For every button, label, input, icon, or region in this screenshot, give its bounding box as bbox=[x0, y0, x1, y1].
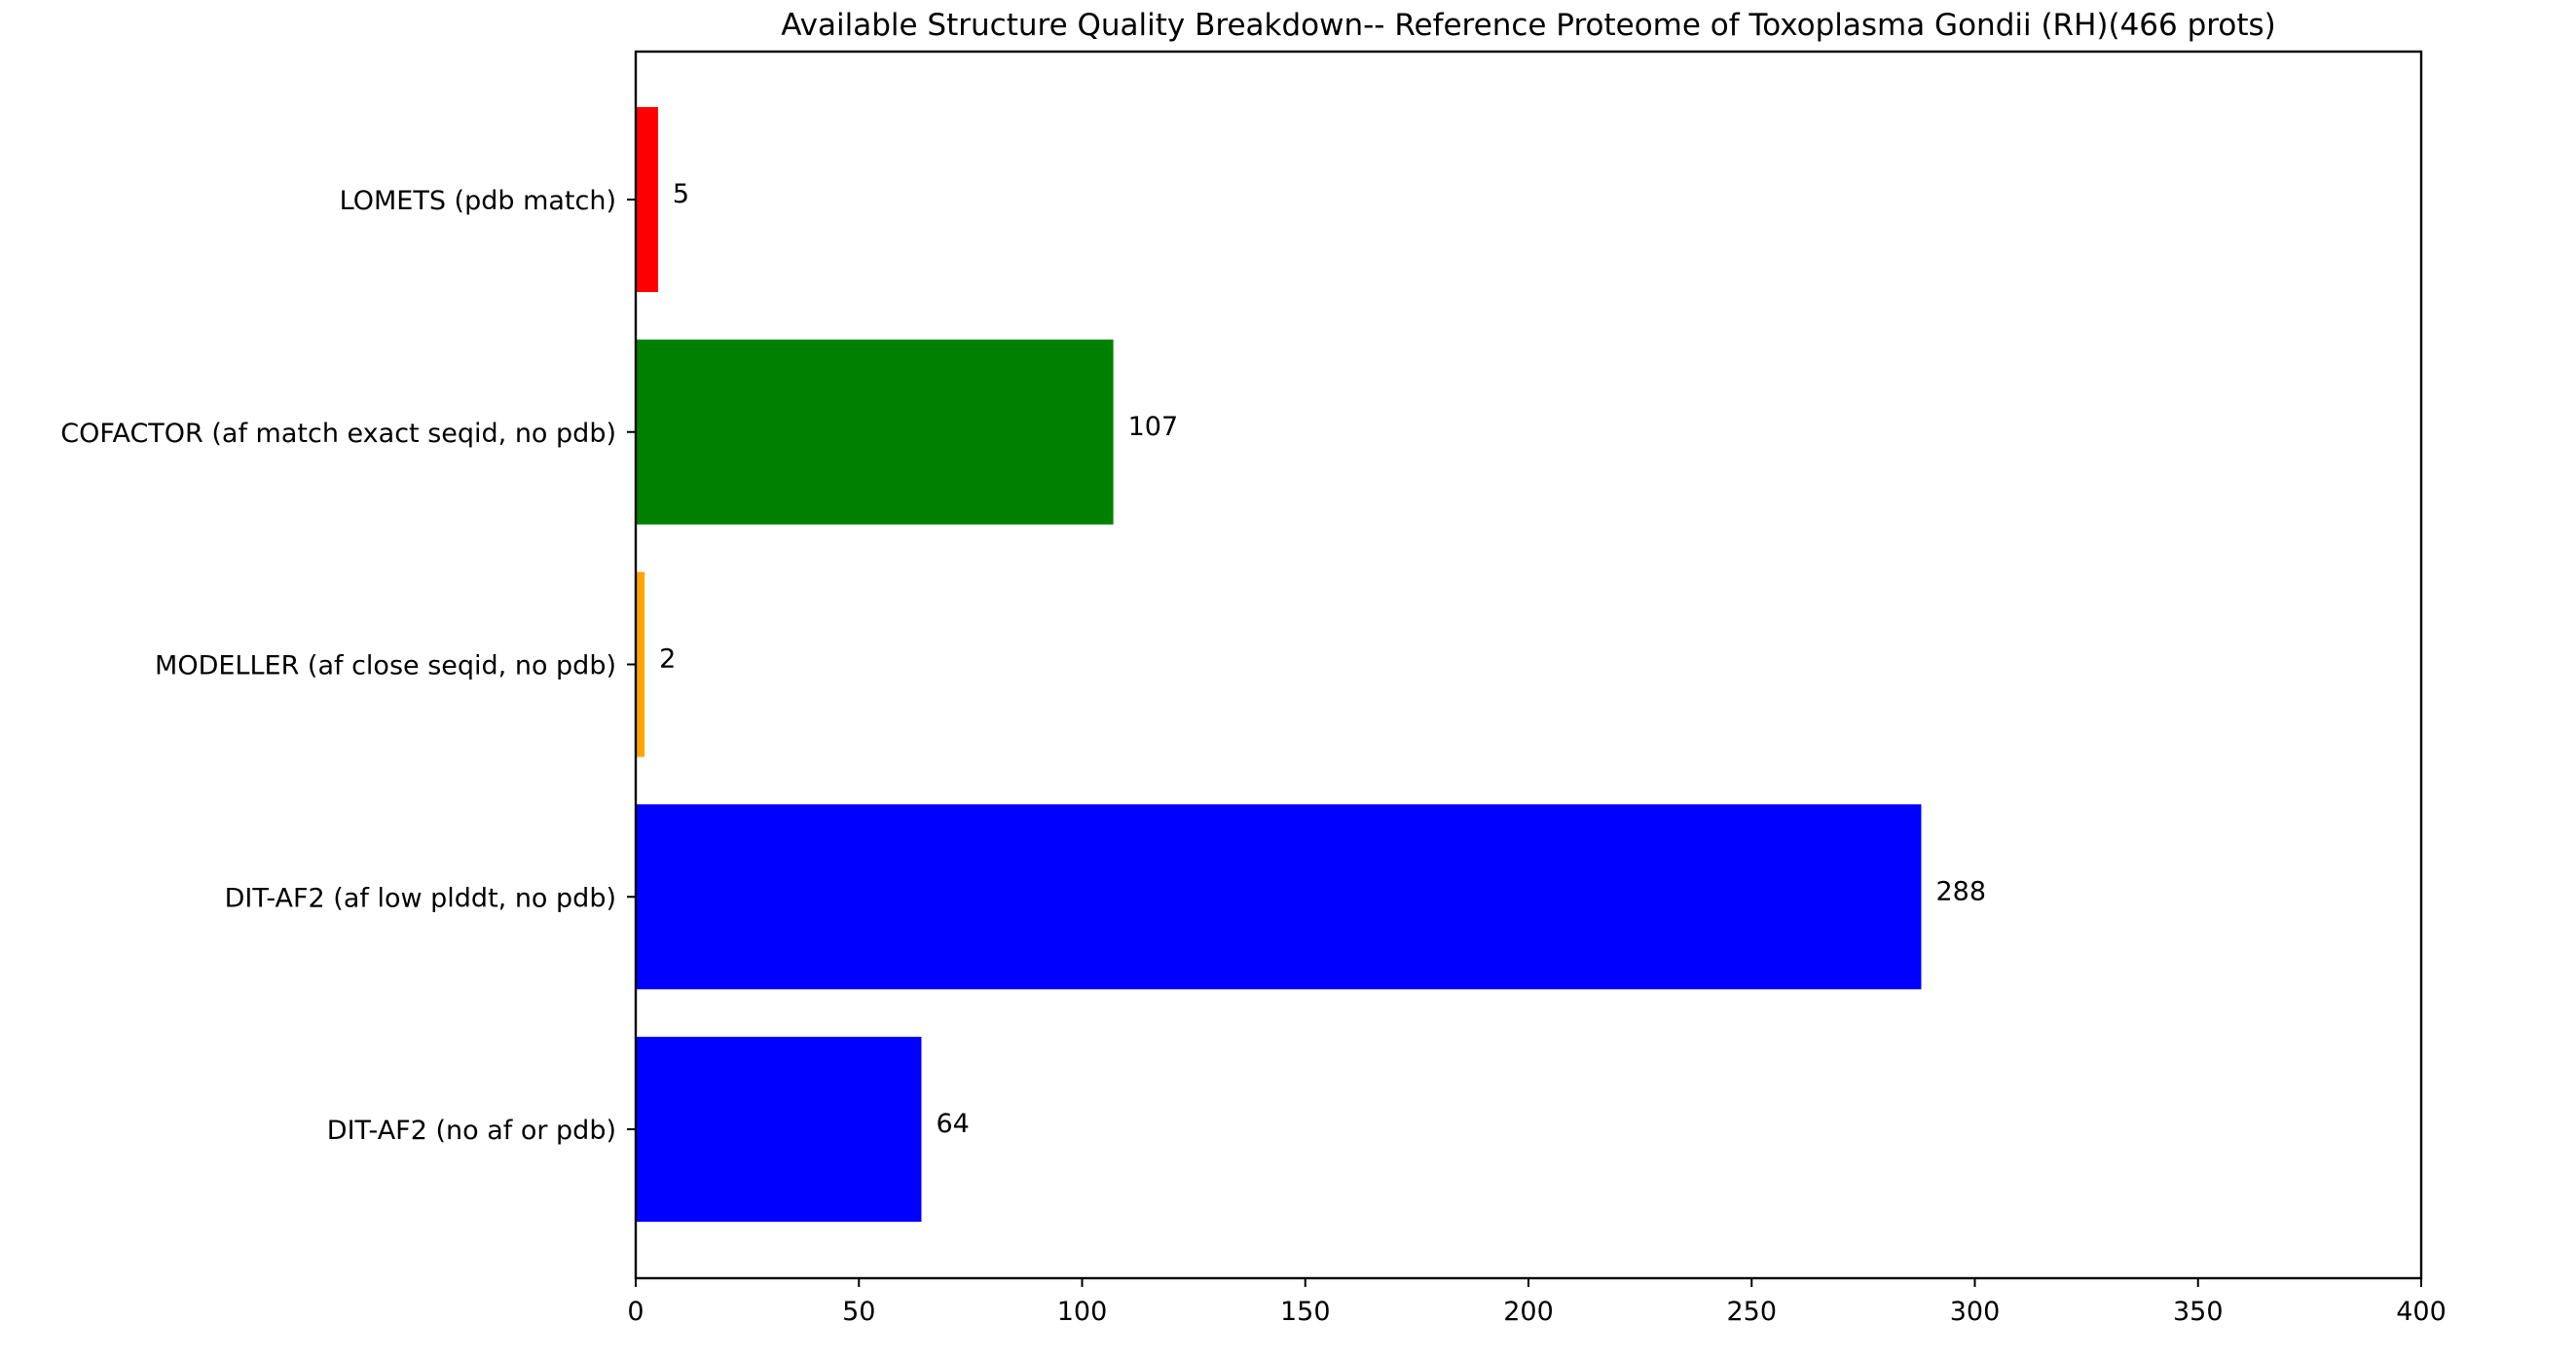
plot-frame bbox=[634, 50, 2423, 1280]
x-tick-label: 250 bbox=[1726, 1297, 1777, 1327]
bar-3 bbox=[636, 804, 1922, 990]
x-tick-label: 200 bbox=[1503, 1297, 1554, 1327]
x-tick-label: 50 bbox=[842, 1297, 875, 1327]
chart-title: Available Structure Quality Breakdown-- … bbox=[781, 8, 2275, 43]
bar-2 bbox=[636, 571, 645, 757]
y-tick-label: COFACTOR (af match exact seqid, no pdb) bbox=[60, 419, 616, 449]
y-tick-label: LOMETS (pdb match) bbox=[340, 186, 616, 216]
bars-layer bbox=[636, 107, 1922, 1222]
y-tick-label: MODELLER (af close seqid, no pdb) bbox=[155, 651, 616, 681]
x-tick-label: 150 bbox=[1280, 1297, 1331, 1327]
x-tick-label: 300 bbox=[1950, 1297, 2001, 1327]
bar-value-label: 5 bbox=[673, 179, 689, 209]
bar-4 bbox=[636, 1037, 922, 1222]
x-axis-ticks: 0 50 100 150 200 250 300 350 400 bbox=[627, 1278, 2447, 1327]
x-tick-label: 400 bbox=[2396, 1297, 2447, 1327]
y-tick-label: DIT-AF2 (af low plddt, no pdb) bbox=[225, 883, 616, 913]
bar-value-label: 288 bbox=[1935, 876, 1986, 906]
x-tick-label: 0 bbox=[627, 1297, 644, 1327]
data-labels: 5 107 2 288 64 bbox=[659, 179, 1986, 1139]
bar-1 bbox=[636, 339, 1114, 525]
bar-value-label: 64 bbox=[936, 1109, 969, 1139]
bar-value-label: 2 bbox=[659, 644, 676, 675]
y-tick-label: DIT-AF2 (no af or pdb) bbox=[327, 1116, 616, 1146]
bar-0 bbox=[636, 107, 658, 292]
y-tick-labels: LOMETS (pdb match) COFACTOR (af match exa… bbox=[60, 186, 636, 1146]
x-tick-label: 350 bbox=[2173, 1297, 2224, 1327]
bar-value-label: 107 bbox=[1128, 412, 1179, 442]
x-tick-label: 100 bbox=[1057, 1297, 1108, 1327]
